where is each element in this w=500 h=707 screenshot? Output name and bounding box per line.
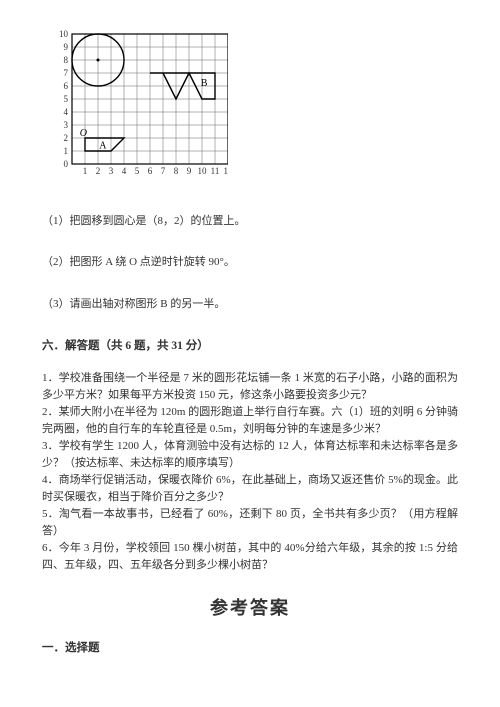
grid-svg: 109876543210123456789101112OAB xyxy=(50,28,228,178)
svg-text:8: 8 xyxy=(174,166,179,176)
svg-text:B: B xyxy=(201,78,208,89)
problem-3: 3．学校有学生 1200 人，体育测验中没有达标的 12 人，体育达标率和未达标… xyxy=(42,438,458,472)
problem-5: 5．淘气看一本故事书，已经看了 60%，还剩下 80 页，全书共有多少页？（用方… xyxy=(42,506,458,540)
svg-text:9: 9 xyxy=(187,166,192,176)
svg-text:7: 7 xyxy=(64,68,69,78)
svg-text:11: 11 xyxy=(211,166,220,176)
svg-text:6: 6 xyxy=(64,81,69,91)
question-2: （2）把图形 A 绕 O 点逆时针旋转 90°。 xyxy=(42,254,458,272)
answer-key-title: 参考答案 xyxy=(42,594,458,623)
problem-1: 1．学校准备围绕一个半径是 7 米的圆形花坛铺一条 1 米宽的石子小路，小路的面… xyxy=(42,370,458,404)
svg-text:9: 9 xyxy=(64,42,69,52)
svg-text:4: 4 xyxy=(122,166,127,176)
sub-section-1: 一．选择题 xyxy=(42,639,458,657)
svg-text:10: 10 xyxy=(198,166,208,176)
svg-text:5: 5 xyxy=(135,166,140,176)
svg-text:2: 2 xyxy=(96,166,101,176)
svg-text:2: 2 xyxy=(64,133,69,143)
svg-text:1: 1 xyxy=(64,146,69,156)
problem-6: 6．今年 3 月份，学校领回 150 棵小树苗，其中的 40%分给六年级，其余的… xyxy=(42,540,458,574)
question-1: （1）把圆移到圆心是（8，2）的位置上。 xyxy=(42,213,458,231)
geometry-grid-figure: 109876543210123456789101112OAB xyxy=(50,28,458,185)
svg-text:8: 8 xyxy=(64,55,69,65)
svg-text:7: 7 xyxy=(161,166,166,176)
svg-text:12: 12 xyxy=(224,166,229,176)
svg-text:10: 10 xyxy=(59,29,69,39)
svg-text:3: 3 xyxy=(109,166,114,176)
svg-text:A: A xyxy=(99,141,107,152)
svg-text:0: 0 xyxy=(64,159,69,169)
svg-text:6: 6 xyxy=(148,166,153,176)
svg-text:1: 1 xyxy=(83,166,88,176)
section-6-header: 六．解答题（共 6 题，共 31 分） xyxy=(42,337,458,355)
question-3: （3）请画出轴对称图形 B 的另一半。 xyxy=(42,296,458,314)
svg-text:4: 4 xyxy=(64,107,69,117)
svg-text:5: 5 xyxy=(64,94,69,104)
svg-text:3: 3 xyxy=(64,120,69,130)
problem-2: 2．某师大附小在半径为 120m 的圆形跑道上举行自行车赛。六（1）班的刘明 6… xyxy=(42,404,458,438)
problem-4: 4．商场举行促销活动，保暖衣降价 6%，在此基础上，商场又返还售价 5%的现金。… xyxy=(42,472,458,506)
